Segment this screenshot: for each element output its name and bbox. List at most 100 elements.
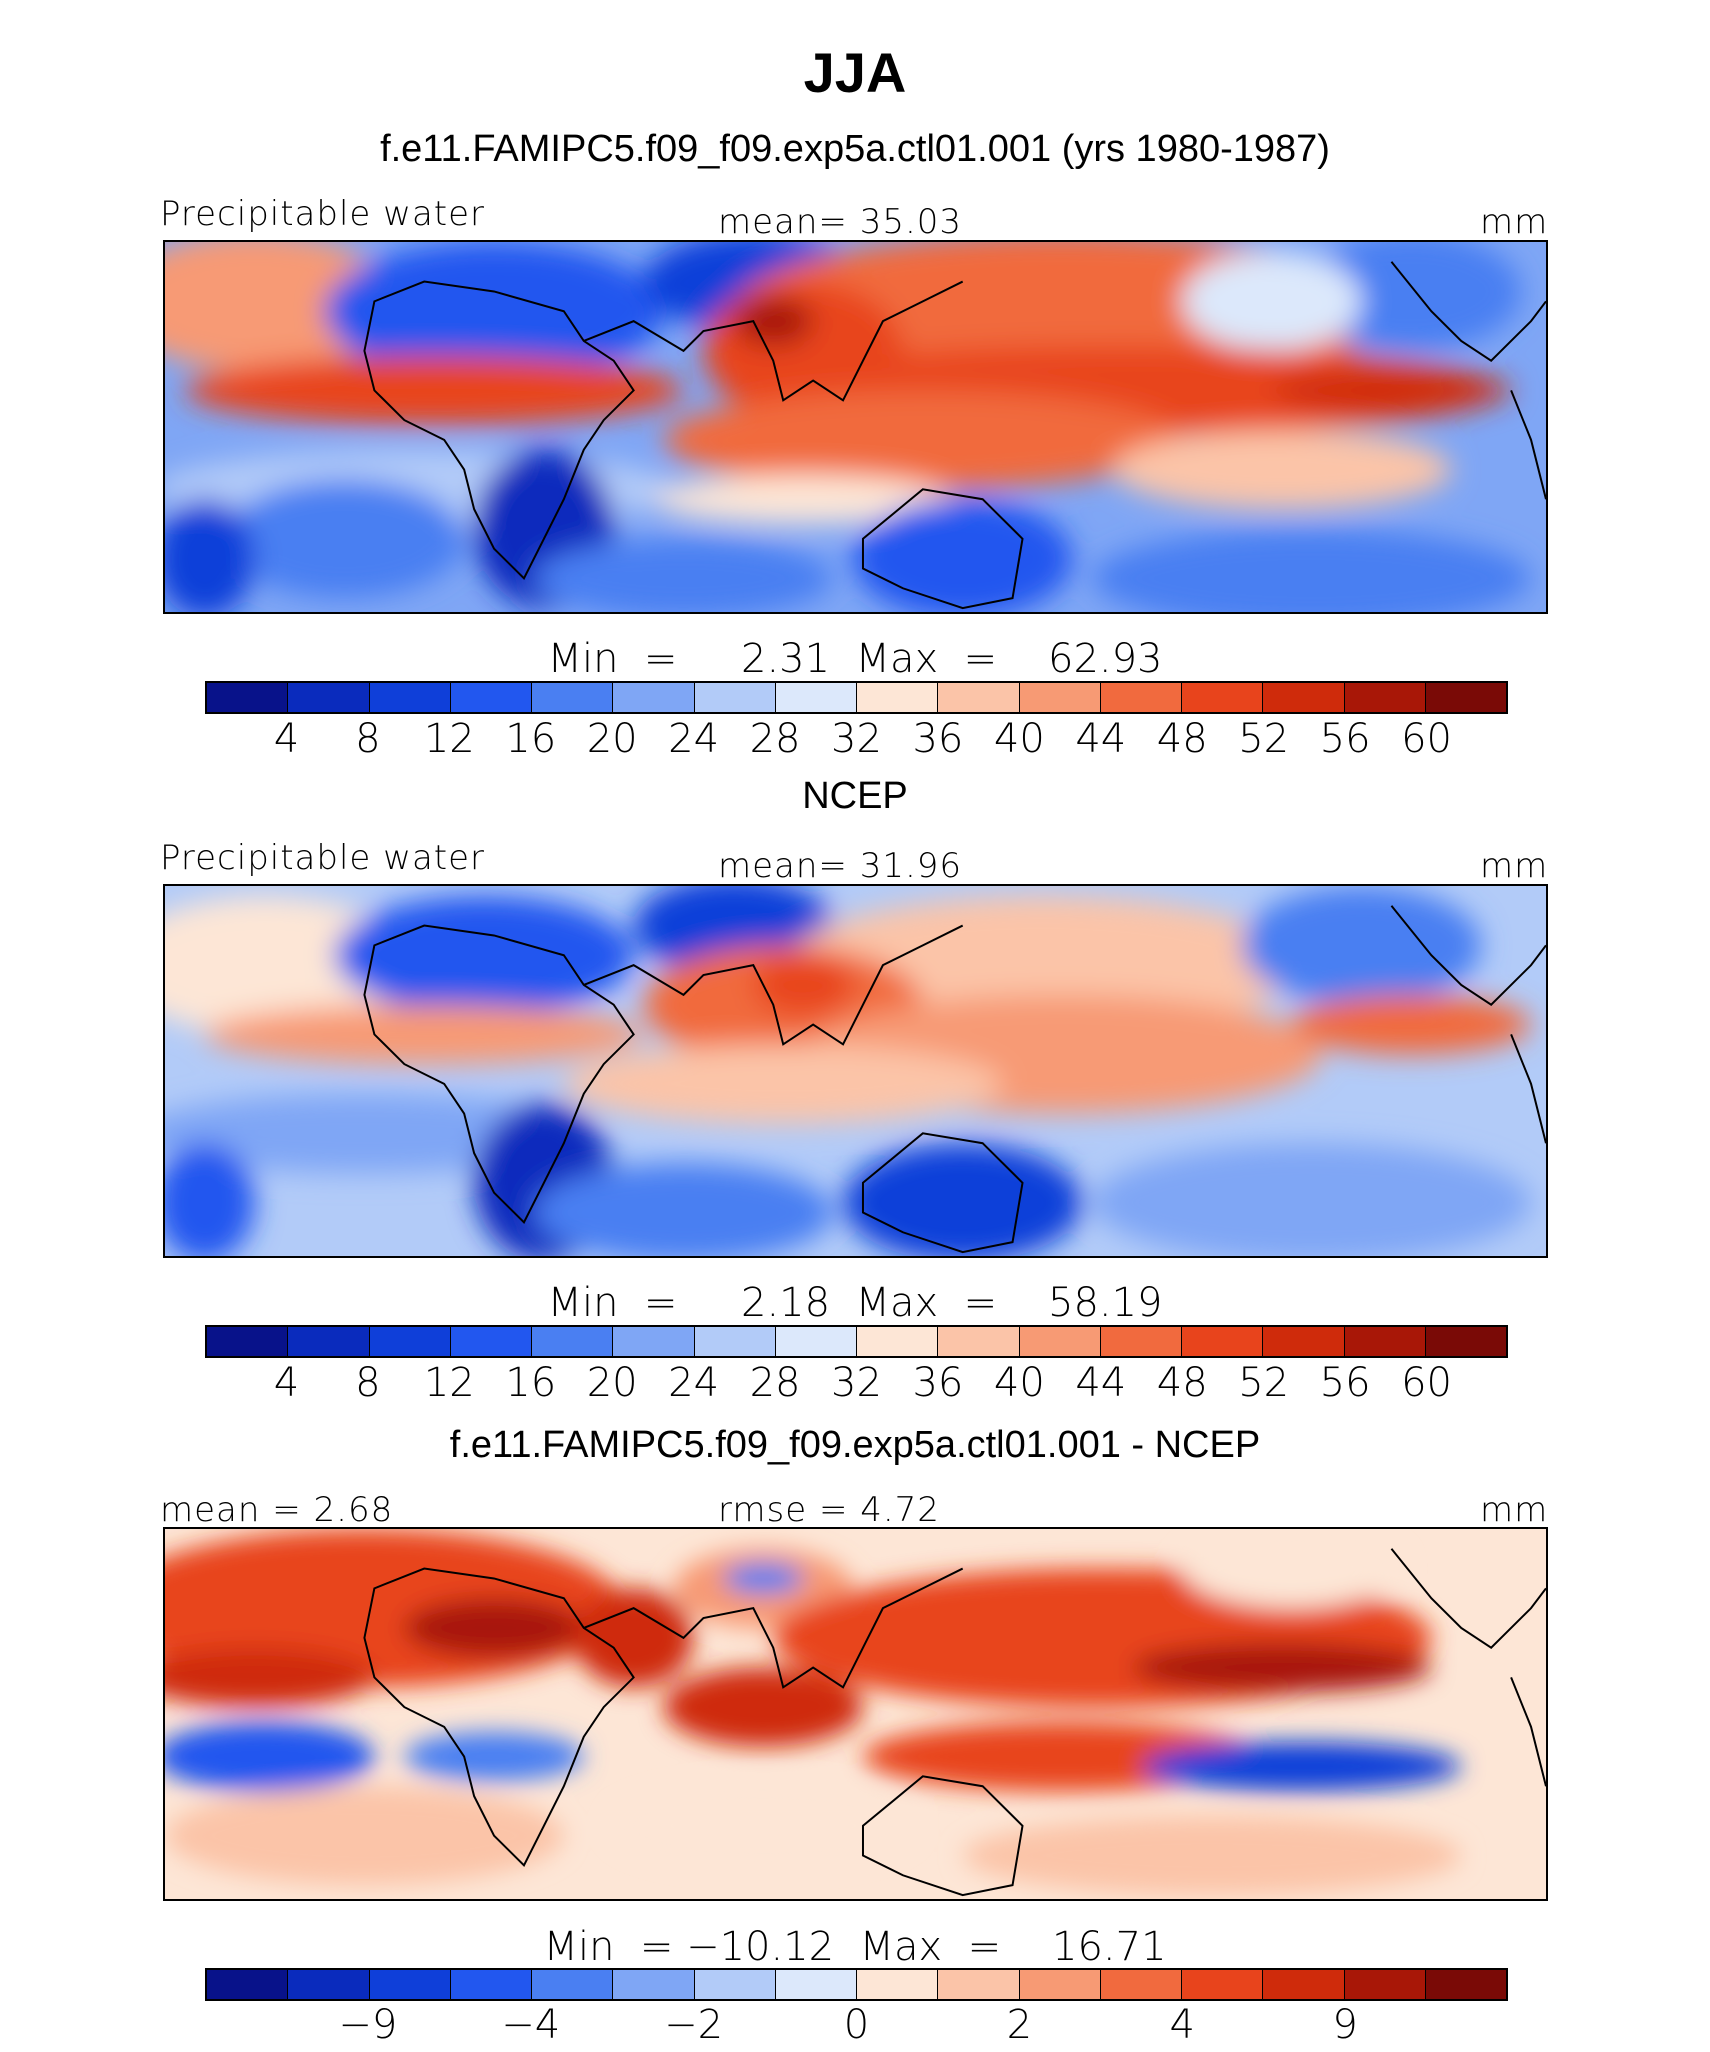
panel1-colorbar-swatch [938, 683, 1020, 712]
panel3-colorbar [205, 1968, 1508, 2001]
panel3-colorbar-swatch [1344, 1970, 1426, 1999]
panel1-colorbar-swatch [1263, 683, 1345, 712]
panel2-colorbar-swatch [775, 1327, 857, 1356]
panel1-colorbar-tick-label: 20 [586, 716, 638, 762]
panel2-colorbar-tick-label: 44 [1075, 1360, 1127, 1406]
panel2-units-label: mm [1480, 846, 1549, 886]
panel1-colorbar-swatch [1182, 683, 1264, 712]
panel3-heading: f.e11.FAMIPC5.f09_f09.exp5a.ctl01.001 - … [449, 1424, 1261, 1466]
panel1-contour-field [165, 242, 1546, 612]
panel1-colorbar-tick-label: 32 [831, 716, 882, 762]
panel3-colorbar-tick-label: −2 [664, 2002, 724, 2048]
panel1-colorbar-tick-label: 36 [912, 716, 964, 762]
panel3-contour-field [165, 1529, 1546, 1899]
panel1-colorbar-swatch [207, 683, 289, 712]
panel2-colorbar-tick-label: 12 [423, 1360, 475, 1406]
panel2-heading: NCEP [802, 775, 908, 817]
panel2-colorbar-tick-label: 8 [355, 1360, 381, 1406]
panel2-colorbar-ticks: 4 8 12 16 20 24 28 32 36 40 44 48 52 56 60 [205, 1360, 1508, 1410]
panel1-colorbar [205, 681, 1508, 714]
panel1-colorbar-tick-label: 8 [355, 716, 381, 762]
panel1-colorbar-tick-label: 52 [1238, 716, 1290, 762]
panel2-colorbar-swatch [1019, 1327, 1101, 1356]
panel1-colorbar-tick-label: 16 [505, 716, 557, 762]
panel3-colorbar-swatch [1425, 1970, 1506, 1999]
panel2-colorbar-swatch [1425, 1327, 1506, 1356]
panel2-colorbar-tick-label: 52 [1238, 1360, 1290, 1406]
panel3-colorbar-tick-label: 4 [1169, 2002, 1195, 2048]
panel1-colorbar-swatch [694, 683, 776, 712]
panel3-colorbar-swatch [1263, 1970, 1345, 1999]
panel2-colorbar-swatch [1182, 1327, 1264, 1356]
panel2-colorbar-tick-label: 60 [1401, 1360, 1453, 1406]
panel2-colorbar-tick-label: 40 [993, 1360, 1045, 1406]
panel1-colorbar-swatch [1344, 683, 1426, 712]
panel2-colorbar-tick-label: 24 [668, 1360, 720, 1406]
panel1-colorbar-tick-label: 12 [423, 716, 475, 762]
panel3-colorbar-swatch [1019, 1970, 1101, 1999]
panel1-colorbar-swatch [1100, 683, 1182, 712]
panel2-map [163, 884, 1548, 1258]
panel2-colorbar-tick-label: 20 [586, 1360, 638, 1406]
panel3-colorbar-swatch [369, 1970, 451, 1999]
panel3-colorbar-swatch [694, 1970, 776, 1999]
panel3-colorbar-tick-label: −9 [338, 2002, 398, 2048]
panel2-colorbar-tick-label: 4 [273, 1360, 300, 1406]
panel1-colorbar-tick-label: 56 [1319, 716, 1371, 762]
panel1-colorbar-swatch [450, 683, 532, 712]
panel2-colorbar [205, 1325, 1508, 1358]
panel1-heading: f.e11.FAMIPC5.f09_f09.exp5a.ctl01.001 (y… [380, 128, 1330, 170]
panel3-colorbar-swatch [613, 1970, 695, 1999]
panel1-colorbar-tick-label: 48 [1156, 716, 1208, 762]
panel3-colorbar-swatch [1182, 1970, 1264, 1999]
panel2-colorbar-swatch [532, 1327, 614, 1356]
panel3-colorbar-swatch [532, 1970, 614, 1999]
panel3-colorbar-swatch [450, 1970, 532, 1999]
panel1-colorbar-tick-label: 4 [273, 716, 300, 762]
panel1-units-label: mm [1480, 202, 1549, 242]
panel1-colorbar-tick-label: 40 [993, 716, 1045, 762]
panel2-colorbar-swatch [1100, 1327, 1182, 1356]
panel3-colorbar-swatch [938, 1970, 1020, 1999]
panel1-colorbar-swatch [369, 683, 451, 712]
panel2-colorbar-swatch [450, 1327, 532, 1356]
panel1-colorbar-swatch [288, 683, 370, 712]
panel3-colorbar-swatch [775, 1970, 857, 1999]
panel3-colorbar-tick-label: −4 [501, 2002, 561, 2048]
panel1-mean-label: mean= 35.03 [718, 202, 963, 242]
panel2-variable-label: Precipitable water [160, 838, 486, 878]
panel2-colorbar-tick-label: 36 [912, 1360, 964, 1406]
panel2-colorbar-swatch [857, 1327, 939, 1356]
panel2-minmax: Min = 2.18 Max = 58.19 [547, 1280, 1163, 1326]
panel3-colorbar-swatch [207, 1970, 289, 1999]
panel3-colorbar-ticks: −9 −4 −2 0 2 4 9 [205, 2002, 1508, 2052]
panel3-colorbar-tick-label: 0 [843, 2002, 870, 2048]
panel1-variable-label: Precipitable water [160, 194, 486, 234]
panel2-colorbar-tick-label: 56 [1319, 1360, 1371, 1406]
panel3-colorbar-swatch [1100, 1970, 1182, 1999]
panel1-colorbar-swatch [1425, 683, 1506, 712]
panel3-rmse-label: rmse = 4.72 [718, 1490, 940, 1530]
panel2-colorbar-tick-label: 48 [1156, 1360, 1208, 1406]
panel2-colorbar-swatch [207, 1327, 289, 1356]
panel2-colorbar-tick-label: 32 [831, 1360, 882, 1406]
panel2-colorbar-tick-label: 16 [505, 1360, 557, 1406]
panel1-map [163, 240, 1548, 614]
panel3-colorbar-tick-label: 9 [1332, 2002, 1358, 2048]
panel3-colorbar-swatch [288, 1970, 370, 1999]
panel3-mean-label: mean = 2.68 [160, 1490, 394, 1530]
figure-title: JJA [803, 41, 907, 104]
panel2-colorbar-swatch [613, 1327, 695, 1356]
panel3-colorbar-tick-label: 2 [1006, 2002, 1033, 2048]
panel3-map [163, 1527, 1548, 1901]
panel1-minmax: Min = 2.31 Max = 62.93 [547, 636, 1163, 682]
panel2-colorbar-swatch [288, 1327, 370, 1356]
panel1-colorbar-tick-label: 24 [668, 716, 720, 762]
panel2-contour-field [165, 886, 1546, 1256]
panel1-colorbar-swatch [857, 683, 939, 712]
panel1-colorbar-swatch [613, 683, 695, 712]
panel2-colorbar-tick-label: 28 [749, 1360, 801, 1406]
panel1-colorbar-ticks: 4 8 12 16 20 24 28 32 36 40 44 48 52 56 60 [205, 716, 1508, 766]
panel1-colorbar-tick-label: 60 [1401, 716, 1453, 762]
panel3-units-label: mm [1480, 1490, 1549, 1530]
